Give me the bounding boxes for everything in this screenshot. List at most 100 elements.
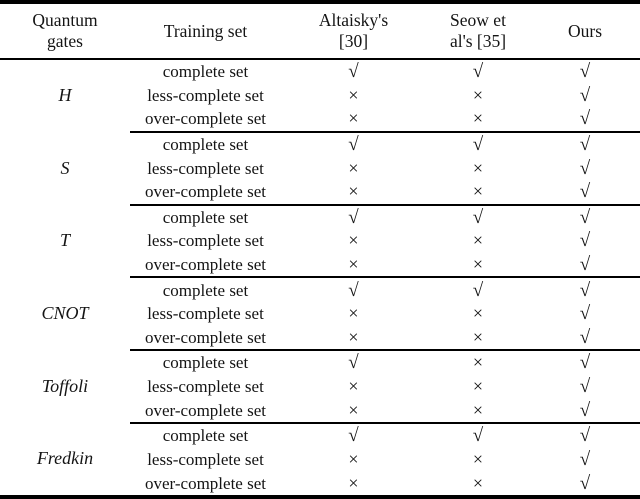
cross-mark: × — [281, 398, 426, 424]
table-row: Fredkin complete set √ √ √ — [0, 423, 640, 468]
table-row: over-complete set × × √ — [0, 471, 640, 497]
gate-label: S — [60, 157, 70, 178]
table-row: less-complete set × × √ — [0, 375, 640, 399]
training-set-label: complete set — [162, 135, 249, 155]
cross-mark: × — [281, 325, 426, 352]
cross-mark: × — [348, 472, 359, 493]
training-set-label: less-complete set — [147, 85, 264, 105]
table-row: over-complete set × × √ — [0, 107, 640, 133]
check-mark: √ — [530, 398, 640, 424]
check-mark: √ — [579, 448, 591, 470]
cross-mark: × — [281, 179, 426, 206]
cross-mark: × — [348, 303, 359, 324]
check-mark: √ — [348, 279, 359, 301]
cross-mark: × — [348, 84, 359, 105]
training-set-label: less-complete set — [147, 304, 264, 324]
check-mark: √ — [348, 206, 359, 228]
training-set-label: less-complete set — [147, 449, 264, 469]
training-set-label: over-complete set — [130, 252, 281, 279]
check-mark: √ — [472, 134, 484, 156]
cross-mark: × — [348, 448, 359, 469]
check-mark: √ — [579, 230, 591, 252]
training-set-label: over-complete set — [145, 473, 266, 493]
table-header: Quantum gates Training set Altaisky's [3… — [0, 2, 640, 60]
check-mark: √ — [579, 376, 591, 398]
table-row: less-complete set × × √ — [0, 302, 640, 326]
training-set-label: over-complete set — [130, 107, 281, 133]
cross-mark: × — [472, 472, 484, 493]
header-line: Ours — [567, 20, 603, 41]
check-mark: √ — [579, 303, 591, 325]
cross-mark: × — [426, 325, 530, 352]
check-mark: √ — [472, 425, 484, 447]
header-line: Altaisky's — [318, 10, 389, 30]
cross-mark: × — [472, 352, 484, 373]
check-mark: √ — [530, 325, 640, 352]
training-set-label: less-complete set — [147, 231, 264, 251]
check-mark: √ — [579, 279, 591, 301]
training-set-label: less-complete set — [147, 158, 264, 178]
gate-label: T — [59, 230, 70, 251]
cross-mark: × — [472, 157, 484, 178]
training-set-label: complete set — [162, 353, 249, 373]
training-set-label: complete set — [162, 426, 249, 446]
check-mark: √ — [530, 252, 640, 279]
cross-mark: × — [426, 252, 530, 279]
col-header-quantum-gates: Quantum gates — [0, 2, 130, 60]
check-mark: √ — [579, 157, 591, 179]
table-row: less-complete set × × √ — [0, 229, 640, 253]
cross-mark: × — [281, 107, 426, 133]
check-mark: √ — [579, 206, 591, 228]
training-set-label: over-complete set — [130, 398, 281, 424]
table-row: over-complete set × × √ — [0, 252, 640, 279]
header-row: Quantum gates Training set Altaisky's [3… — [0, 2, 640, 60]
cross-mark: × — [472, 230, 484, 251]
header-line: al's [35] — [449, 31, 507, 51]
training-set-label: less-complete set — [147, 377, 264, 397]
training-set-label: complete set — [162, 280, 249, 300]
header-line: [30] — [338, 31, 369, 51]
header-line: gates — [47, 31, 83, 51]
training-set-label: over-complete set — [130, 179, 281, 206]
check-mark: √ — [579, 352, 591, 374]
check-mark: √ — [348, 61, 359, 83]
check-mark: √ — [348, 134, 359, 156]
cross-mark: × — [426, 398, 530, 424]
cross-mark: × — [426, 107, 530, 133]
gate-label: H — [58, 85, 72, 106]
training-set-label: over-complete set — [130, 325, 281, 352]
col-header-ours: Ours — [530, 2, 640, 60]
gate-label: CNOT — [41, 303, 89, 324]
table-row: less-complete set × × √ — [0, 448, 640, 472]
check-mark: √ — [579, 61, 591, 83]
table-row: CNOT complete set √ √ √ — [0, 277, 640, 324]
col-header-training-set: Training set — [130, 2, 281, 60]
table-row: over-complete set × × √ — [0, 398, 640, 424]
col-header-altaisky: Altaisky's [30] — [281, 2, 426, 60]
cross-mark: × — [472, 376, 484, 397]
cross-mark: × — [281, 252, 426, 279]
check-mark: √ — [472, 61, 484, 83]
gate-label: Toffoli — [41, 376, 89, 397]
check-mark: √ — [530, 107, 640, 133]
check-mark: √ — [472, 279, 484, 301]
header-line: Seow et — [450, 10, 506, 30]
col-header-seow: Seow et al's [35] — [426, 2, 530, 60]
header-line: Quantum — [32, 10, 98, 30]
check-mark: √ — [579, 134, 591, 156]
training-set-label: complete set — [162, 62, 249, 82]
table-row: over-complete set × × √ — [0, 325, 640, 352]
cross-mark: × — [426, 179, 530, 206]
table-row: less-complete set × × √ — [0, 156, 640, 180]
cross-mark: × — [472, 84, 484, 105]
table-row: over-complete set × × √ — [0, 179, 640, 206]
table-row: Toffoli complete set √ × √ — [0, 350, 640, 396]
check-mark: √ — [579, 425, 591, 447]
check-mark: √ — [579, 472, 591, 494]
